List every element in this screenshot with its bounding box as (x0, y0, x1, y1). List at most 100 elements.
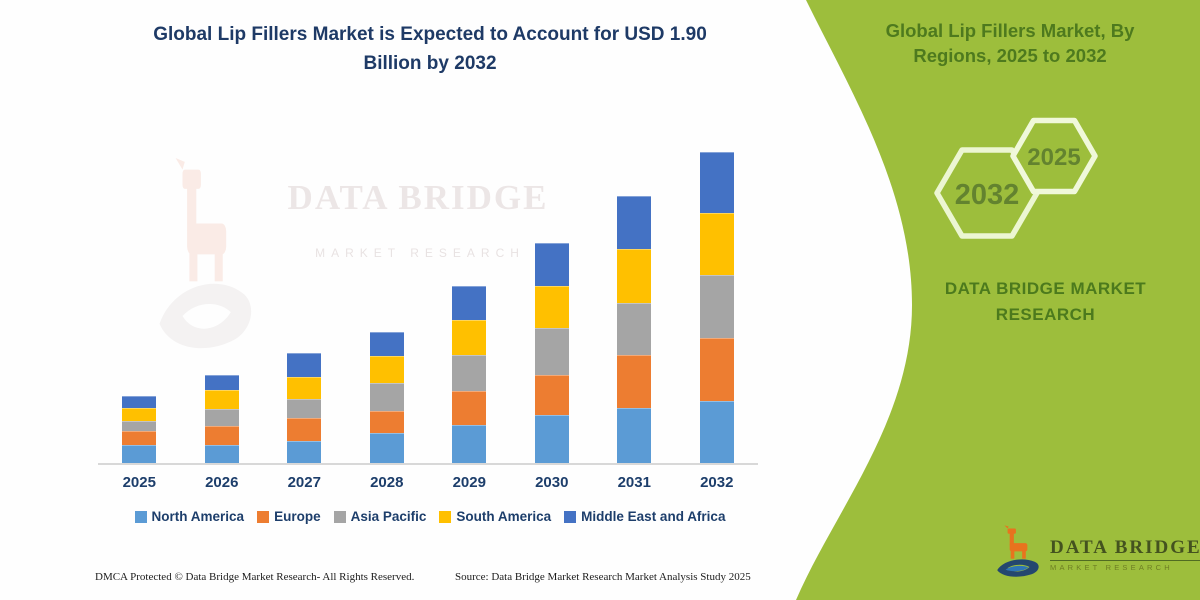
x-axis-label: 2031 (617, 474, 651, 491)
logo-subtext: MARKET RESEARCH (1050, 562, 1173, 572)
bar-segment (369, 356, 404, 383)
bar-segment (369, 411, 404, 433)
bar-column-2025 (98, 143, 181, 463)
bar-segment (122, 421, 157, 431)
legend-label: North America (151, 509, 245, 524)
swoosh-icon (997, 559, 1039, 577)
bar-segment (617, 196, 652, 249)
bar-segment (452, 425, 487, 463)
bar-segment (699, 152, 734, 213)
legend-label: Middle East and Africa (581, 509, 726, 524)
bar-segment (699, 338, 734, 401)
x-axis-label: 2027 (287, 474, 321, 491)
footer-dmca-text: DMCA Protected © Data Bridge Market Rese… (95, 571, 415, 583)
bar-segment (369, 433, 404, 463)
bar-stack (122, 396, 157, 463)
bar-stack (369, 332, 404, 463)
hexagon-2032-label: 2032 (955, 179, 1020, 211)
bar-stack (452, 286, 487, 463)
x-axis-label: 2032 (700, 474, 734, 491)
bar-segment (122, 445, 157, 463)
side-panel-shape (796, 0, 1200, 600)
chart-title: Global Lip Fillers Market is Expected to… (153, 24, 707, 75)
bar-segment (204, 445, 239, 463)
bar-segment (369, 383, 404, 411)
legend-swatch-icon (257, 510, 270, 523)
bar-segment (287, 441, 322, 463)
bar-column-2031 (593, 143, 676, 463)
hexagon-2025 (1010, 117, 1098, 195)
legend-label: Europe (274, 509, 321, 524)
bar-stack (534, 243, 569, 463)
bar-segment (287, 399, 322, 418)
legend-item: Asia Pacific (333, 509, 427, 524)
footer-source-text: Source: Data Bridge Market Research Mark… (455, 571, 751, 583)
bar-segment (617, 408, 652, 463)
bar-segment (699, 275, 734, 338)
hexagon-2025-label: 2025 (1027, 144, 1080, 171)
bar-column-2027 (263, 143, 346, 463)
bar-segment (617, 303, 652, 355)
legend-swatch-icon (439, 510, 452, 523)
bar-segment (204, 426, 239, 445)
side-panel-heading: Global Lip Fillers Market, By Regions, 2… (885, 20, 1135, 66)
bar-column-2026 (181, 143, 264, 463)
deer-icon (1004, 525, 1028, 559)
x-axis-label: 2026 (205, 474, 239, 491)
x-axis-label: 2029 (452, 474, 486, 491)
bar-stack (204, 375, 239, 463)
bar-segment (204, 409, 239, 426)
bar-segment (204, 375, 239, 390)
x-axis-label: 2030 (535, 474, 569, 491)
bar-segment (452, 355, 487, 391)
bar-segment (122, 431, 157, 445)
bar-stack (287, 353, 322, 463)
bar-segment (534, 286, 569, 328)
legend-swatch-icon (564, 510, 577, 523)
bar-segment (287, 418, 322, 441)
bar-segment (534, 415, 569, 463)
bar-segment (452, 391, 487, 425)
bar-segment (122, 408, 157, 421)
bar-stack (617, 196, 652, 463)
x-axis-label: 2025 (122, 474, 156, 491)
bar-segment (534, 328, 569, 375)
bar-segment (369, 332, 404, 356)
bar-segment (699, 213, 734, 275)
x-axis-label: 2028 (370, 474, 404, 491)
swoosh-inner-icon (1005, 565, 1029, 572)
legend-label: Asia Pacific (350, 509, 427, 524)
bar-segment (204, 390, 239, 409)
legend-swatch-icon (333, 510, 346, 523)
bar-column-2028 (346, 143, 429, 463)
bar-segment (699, 401, 734, 463)
bar-segment (617, 355, 652, 408)
legend-item: Europe (257, 509, 321, 524)
bar-stack (699, 152, 734, 463)
legend-item: North America (134, 509, 245, 524)
bar-column-2030 (511, 143, 594, 463)
legend-label: South America (456, 509, 552, 524)
legend-swatch-icon (134, 510, 147, 523)
bar-segment (122, 396, 157, 408)
bar-segment (452, 286, 487, 320)
bars-area (98, 143, 758, 465)
bar-segment (287, 377, 322, 399)
side-brand-text: DATA BRIDGE MARKET RESEARCH (944, 279, 1147, 324)
legend-item: South America (439, 509, 551, 524)
legend-item: Middle East and Africa (564, 509, 725, 524)
side-panel: 2032 2025 (796, 0, 1200, 600)
logo-wordmark: DATA BRIDGE (1050, 537, 1200, 561)
bar-segment (287, 353, 322, 377)
bar-segment (617, 249, 652, 303)
brand-logo: DATA BRIDGE MARKET RESEARCH (992, 518, 1200, 590)
deer-swoosh-icon (997, 525, 1039, 577)
bar-column-2029 (428, 143, 511, 463)
legend: North America Europe Asia Pacific South Ame… (62, 509, 798, 524)
bar-column-2032 (676, 143, 759, 463)
bar-segment (534, 243, 569, 286)
bar-segment (452, 320, 487, 355)
bar-segment (534, 375, 569, 415)
x-axis-labels: 2025 2026 2027 2028 2029 2030 2031 2032 (98, 474, 758, 491)
